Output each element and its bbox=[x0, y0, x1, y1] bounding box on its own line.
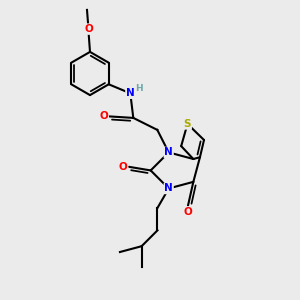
Text: S: S bbox=[184, 119, 191, 129]
Text: N: N bbox=[126, 88, 135, 98]
Text: O: O bbox=[119, 162, 128, 172]
Text: O: O bbox=[184, 207, 192, 217]
Text: N: N bbox=[164, 147, 173, 158]
Text: N: N bbox=[164, 184, 173, 194]
Text: O: O bbox=[84, 24, 93, 34]
Text: H: H bbox=[135, 84, 142, 93]
Text: O: O bbox=[100, 111, 108, 122]
